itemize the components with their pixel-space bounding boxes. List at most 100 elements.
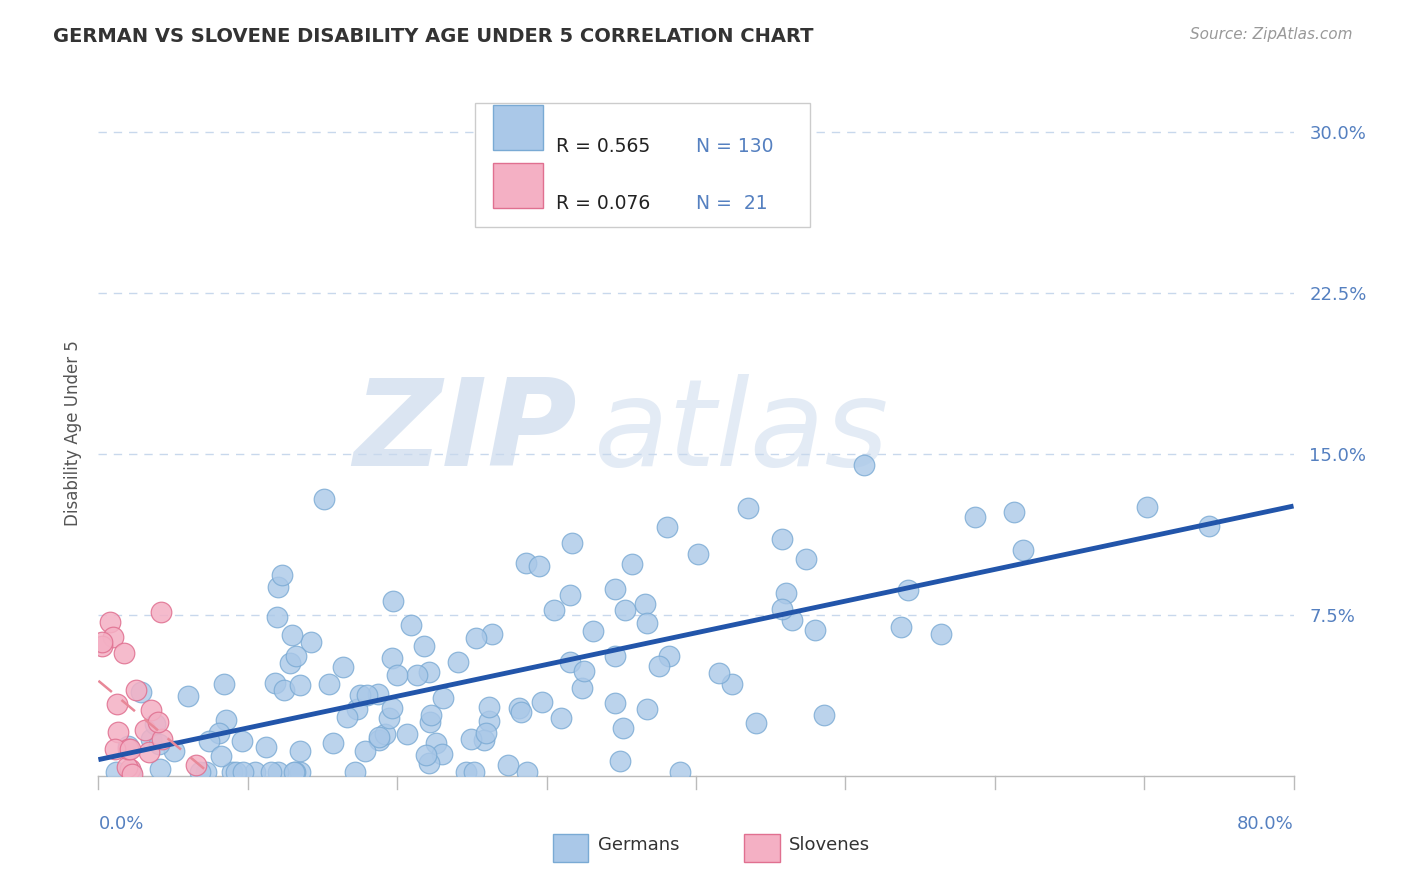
Point — [374, 727, 396, 741]
Point — [197, 734, 219, 748]
Text: N =  21: N = 21 — [696, 194, 768, 213]
Point — [149, 762, 172, 776]
Text: GERMAN VS SLOVENE DISABILITY AGE UNDER 5 CORRELATION CHART: GERMAN VS SLOVENE DISABILITY AGE UNDER 5… — [53, 27, 814, 45]
FancyBboxPatch shape — [553, 834, 589, 862]
Point — [543, 603, 565, 617]
Text: 80.0%: 80.0% — [1237, 815, 1294, 833]
Point — [381, 650, 404, 665]
Text: Slovenes: Slovenes — [789, 836, 870, 854]
Point — [447, 655, 470, 669]
Point — [515, 557, 537, 571]
Point — [367, 731, 389, 745]
Point — [1002, 505, 1025, 519]
Y-axis label: Disability Age Under 5: Disability Age Under 5 — [63, 340, 82, 525]
Point — [260, 764, 283, 779]
Point — [636, 615, 658, 630]
Point — [353, 744, 375, 758]
Point — [460, 732, 482, 747]
Point — [129, 685, 152, 699]
Point — [478, 700, 501, 714]
Point — [550, 711, 572, 725]
Point — [150, 731, 173, 746]
Point — [378, 711, 401, 725]
Point — [890, 620, 912, 634]
Point — [707, 665, 730, 680]
Point — [177, 689, 200, 703]
Point — [737, 501, 759, 516]
Point — [531, 695, 554, 709]
Point — [290, 744, 312, 758]
Point — [609, 754, 631, 768]
Point — [232, 764, 254, 779]
Point — [686, 548, 709, 562]
Point — [430, 747, 453, 761]
Point — [668, 764, 690, 779]
Point — [634, 598, 657, 612]
Point — [419, 714, 441, 729]
Point — [510, 705, 533, 719]
Text: R = 0.076: R = 0.076 — [557, 194, 651, 213]
Point — [281, 628, 304, 642]
Point — [721, 677, 744, 691]
Point — [368, 733, 391, 747]
Point — [1136, 500, 1159, 515]
Point — [463, 764, 485, 779]
Point — [139, 732, 162, 747]
Point — [117, 739, 139, 753]
Text: N = 130: N = 130 — [696, 137, 773, 156]
Point — [104, 741, 127, 756]
Point — [266, 580, 288, 594]
FancyBboxPatch shape — [744, 834, 780, 862]
Point — [112, 646, 135, 660]
Point — [425, 736, 447, 750]
FancyBboxPatch shape — [494, 163, 543, 208]
Point — [929, 627, 952, 641]
Point — [271, 568, 294, 582]
Point — [120, 764, 142, 779]
Point — [290, 678, 312, 692]
Point — [221, 764, 243, 779]
Point — [405, 668, 427, 682]
FancyBboxPatch shape — [494, 105, 543, 150]
Point — [475, 726, 498, 740]
Point — [184, 758, 207, 772]
Point — [299, 635, 322, 649]
Point — [121, 767, 143, 781]
Point — [474, 732, 496, 747]
Point — [620, 557, 643, 571]
Point — [813, 708, 835, 723]
Point — [775, 586, 797, 600]
Point — [349, 688, 371, 702]
Point — [209, 748, 232, 763]
Point — [658, 649, 681, 664]
Point — [478, 714, 501, 729]
Point — [965, 510, 987, 524]
Text: ZIP: ZIP — [353, 374, 576, 491]
Text: Germans: Germans — [598, 836, 679, 854]
Point — [90, 635, 112, 649]
Point — [571, 681, 593, 696]
Point — [266, 764, 288, 779]
Point — [382, 594, 405, 608]
Point — [163, 743, 186, 757]
Point — [356, 689, 378, 703]
Point — [516, 764, 538, 779]
Point — [603, 649, 626, 664]
Point — [98, 615, 122, 629]
Point — [143, 717, 166, 731]
Point — [1011, 543, 1033, 558]
Point — [194, 764, 217, 779]
Point — [897, 583, 920, 598]
Point — [125, 683, 148, 698]
Point — [529, 559, 551, 574]
Point — [278, 656, 301, 670]
Point — [208, 726, 231, 740]
Point — [387, 668, 409, 682]
Point — [418, 756, 440, 770]
Point — [612, 721, 634, 735]
Point — [804, 624, 827, 638]
FancyBboxPatch shape — [475, 103, 810, 227]
Point — [188, 764, 211, 779]
Point — [150, 606, 173, 620]
Point — [1198, 518, 1220, 533]
